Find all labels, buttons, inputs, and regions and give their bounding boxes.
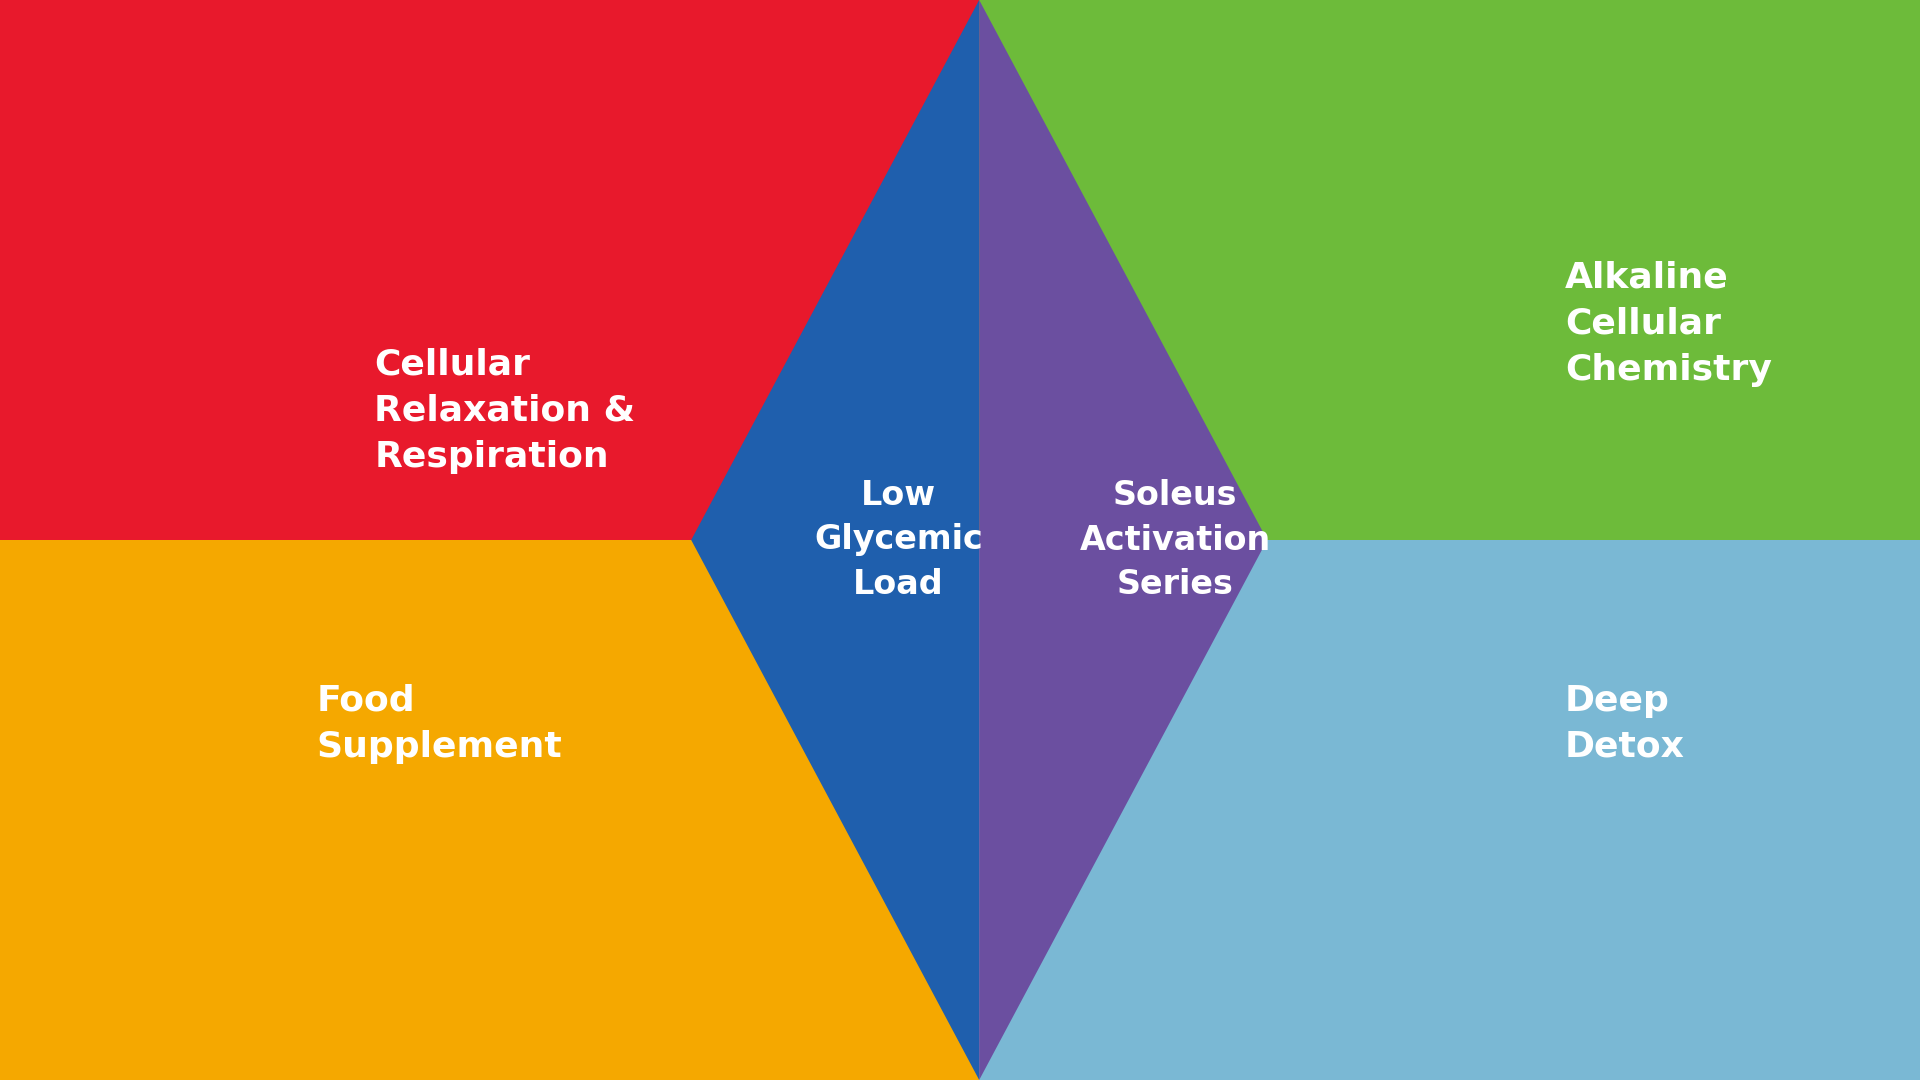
Text: Food
Supplement: Food Supplement xyxy=(317,684,563,764)
Text: Soleus
Activation
Series: Soleus Activation Series xyxy=(1079,478,1271,602)
Text: Alkaline
Cellular
Chemistry: Alkaline Cellular Chemistry xyxy=(1565,261,1772,387)
Polygon shape xyxy=(979,0,1267,1080)
Text: Cellular
Relaxation &
Respiration: Cellular Relaxation & Respiration xyxy=(374,348,636,473)
Text: Deep
Detox: Deep Detox xyxy=(1565,684,1684,764)
Polygon shape xyxy=(979,540,1920,1080)
Polygon shape xyxy=(0,540,979,1080)
Polygon shape xyxy=(691,0,979,1080)
Text: Low
Glycemic
Load: Low Glycemic Load xyxy=(814,478,983,602)
Polygon shape xyxy=(979,0,1920,540)
